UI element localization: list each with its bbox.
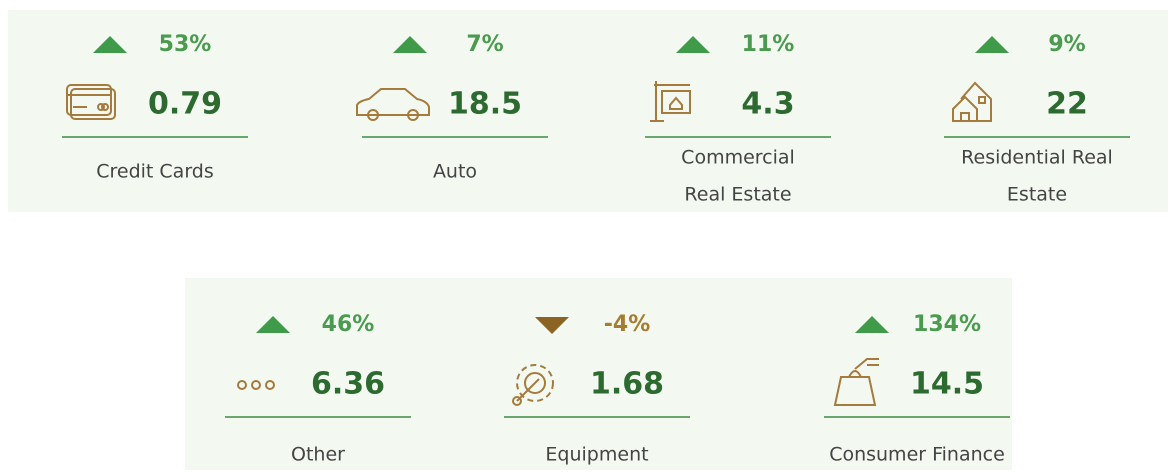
icon-part bbox=[516, 364, 554, 402]
icon bbox=[66, 84, 116, 120]
icon-part bbox=[952, 95, 978, 122]
label: Commercial bbox=[681, 147, 795, 169]
label: Estate bbox=[1007, 184, 1067, 206]
top-panel bbox=[8, 10, 1168, 212]
icon bbox=[356, 88, 430, 121]
icon bbox=[952, 81, 992, 122]
direction-arrow bbox=[256, 316, 290, 333]
value: 4.3 bbox=[741, 87, 794, 122]
icon-part bbox=[669, 96, 683, 110]
icon bbox=[237, 380, 275, 390]
value: 0.79 bbox=[148, 87, 222, 122]
change: -4% bbox=[604, 312, 650, 337]
icon-part bbox=[848, 370, 862, 378]
change: 11% bbox=[742, 32, 795, 57]
value: 14.5 bbox=[910, 367, 984, 402]
icon-part bbox=[960, 81, 992, 122]
icon-part bbox=[661, 90, 691, 114]
icon-part bbox=[516, 378, 540, 402]
icon bbox=[833, 358, 879, 406]
value: 22 bbox=[1046, 87, 1088, 122]
value: 18.5 bbox=[448, 87, 522, 122]
change: 46% bbox=[322, 312, 375, 337]
change: 134% bbox=[913, 312, 981, 337]
icon-part bbox=[101, 103, 109, 111]
direction-arrow bbox=[975, 36, 1009, 53]
icon bbox=[650, 81, 691, 122]
label: Residential Real bbox=[961, 147, 1113, 169]
icon-part bbox=[833, 376, 877, 406]
icon-part bbox=[97, 103, 105, 111]
label: Equipment bbox=[545, 444, 648, 466]
icon-part bbox=[960, 112, 970, 122]
icon-part bbox=[70, 88, 116, 120]
direction-arrow bbox=[535, 317, 569, 334]
direction-arrow bbox=[855, 316, 889, 333]
icon-part bbox=[407, 109, 419, 121]
direction-arrow bbox=[93, 36, 127, 53]
icon-part bbox=[265, 380, 275, 390]
direction-arrow bbox=[676, 36, 710, 53]
direction-arrow bbox=[393, 36, 427, 53]
icon-part bbox=[524, 372, 546, 394]
icon-part bbox=[367, 109, 379, 121]
change: 53% bbox=[159, 32, 212, 57]
icon bbox=[512, 364, 554, 406]
label: Consumer Finance bbox=[829, 444, 1005, 466]
change: 9% bbox=[1048, 32, 1085, 57]
value: 6.36 bbox=[311, 367, 385, 402]
value: 1.68 bbox=[590, 367, 664, 402]
icon-part bbox=[978, 96, 986, 104]
label: Auto bbox=[433, 161, 477, 183]
icon-part bbox=[66, 84, 112, 116]
icon-part bbox=[356, 88, 430, 116]
icon-part bbox=[251, 380, 261, 390]
icon-part bbox=[237, 380, 247, 390]
label: Credit Cards bbox=[96, 161, 214, 183]
label: Real Estate bbox=[684, 184, 791, 206]
icon-part bbox=[854, 358, 879, 370]
change: 7% bbox=[466, 32, 503, 57]
icon-part bbox=[512, 396, 522, 406]
label: Other bbox=[291, 444, 345, 466]
bottom-panel bbox=[185, 278, 1012, 470]
